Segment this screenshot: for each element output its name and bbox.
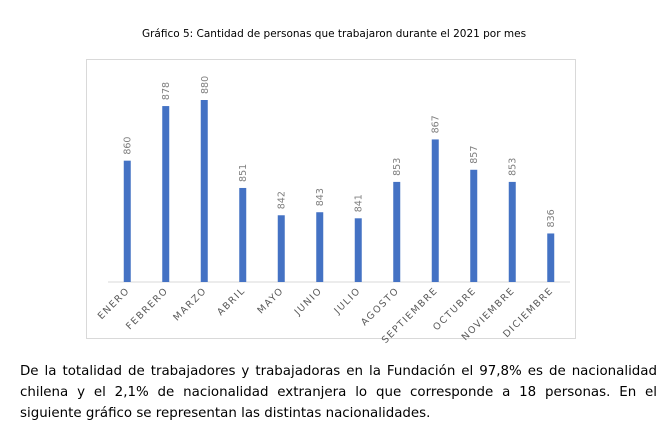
tick-label-mayo: MAYO <box>255 285 286 316</box>
body-paragraph: De la totalidad de trabajadores y trabaj… <box>20 364 657 421</box>
chart-title: Gráfico 5: Cantidad de personas que trab… <box>141 28 527 40</box>
data-label-abril: 851 <box>238 164 249 182</box>
bar-noviembre <box>508 181 516 282</box>
bar-agosto <box>393 181 401 282</box>
data-label-agosto: 853 <box>392 158 403 176</box>
tick-label-enero: ENERO <box>96 285 133 322</box>
bar-marzo <box>200 100 208 282</box>
bar-junio <box>316 212 324 282</box>
chart-plot: 860ENERO878FEBRERO880MARZO851ABRIL842MAY… <box>96 76 570 346</box>
data-label-mayo: 842 <box>277 191 288 209</box>
data-label-octubre: 857 <box>469 146 480 164</box>
bar-abril <box>239 187 247 282</box>
bar-febrero <box>162 106 170 282</box>
data-label-julio: 841 <box>354 194 365 212</box>
bar-mayo <box>277 215 285 282</box>
bar-enero <box>123 160 131 282</box>
bar-septiembre <box>431 139 439 282</box>
data-label-marzo: 880 <box>200 76 211 94</box>
data-label-noviembre: 853 <box>508 158 519 176</box>
data-label-diciembre: 836 <box>546 209 557 227</box>
tick-label-abril: ABRIL <box>215 285 248 318</box>
data-label-febrero: 878 <box>161 82 172 100</box>
bar-julio <box>354 218 362 282</box>
tick-label-marzo: MARZO <box>171 285 209 323</box>
data-label-enero: 860 <box>123 137 134 155</box>
tick-label-julio: JULIO <box>332 285 364 317</box>
bar-octubre <box>470 169 478 282</box>
data-label-septiembre: 867 <box>431 115 442 133</box>
tick-label-junio: JUNIO <box>292 285 325 318</box>
chart-frame <box>86 59 576 339</box>
bar-diciembre <box>547 233 555 282</box>
data-label-junio: 843 <box>315 188 326 206</box>
